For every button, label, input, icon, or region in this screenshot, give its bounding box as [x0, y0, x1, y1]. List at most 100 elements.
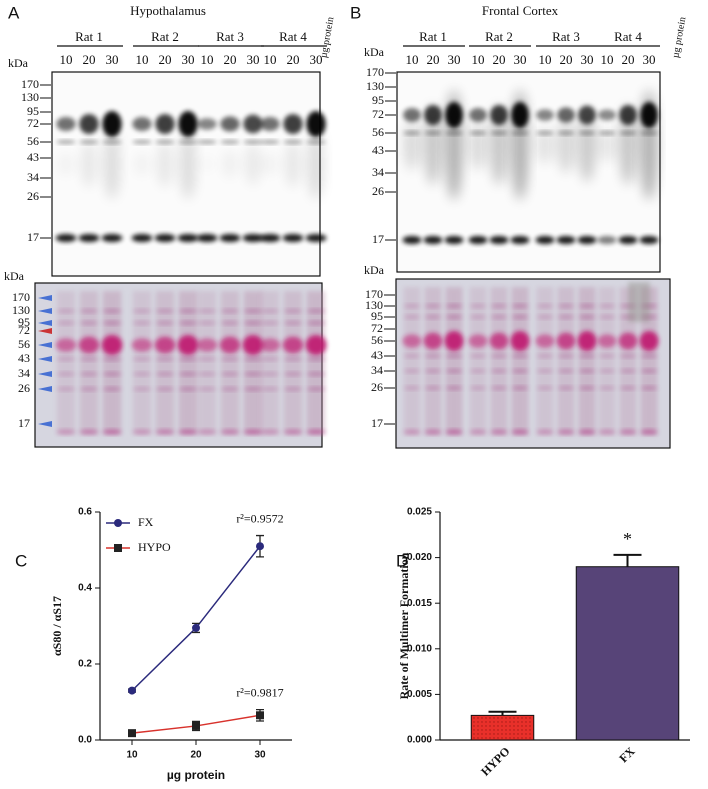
- stain-band: [511, 369, 529, 373]
- stain-band: [469, 354, 487, 358]
- band: [79, 114, 99, 134]
- group-label: Rat 2: [485, 29, 513, 44]
- band: [132, 140, 152, 144]
- stain-band: [178, 387, 198, 391]
- band: [154, 234, 176, 242]
- marker-label: 56: [372, 125, 384, 139]
- stain-band: [578, 369, 596, 373]
- band: [306, 140, 326, 144]
- marker-label: 72: [372, 107, 384, 121]
- band: [197, 118, 217, 130]
- stain-band: [490, 386, 508, 390]
- lane-label: 30: [182, 52, 195, 67]
- marker-label: 95: [371, 309, 383, 323]
- band: [598, 109, 616, 121]
- band: [102, 111, 122, 137]
- panel-label: D: [396, 551, 408, 570]
- y-tick-label: 0.015: [407, 598, 432, 609]
- stain-band: [220, 429, 240, 435]
- stain-band: [306, 309, 326, 313]
- stain-band: [155, 372, 175, 376]
- x-tick-label: 30: [254, 750, 266, 761]
- lane-stain: [132, 291, 152, 435]
- stain-band: [469, 369, 487, 373]
- stain-band: [132, 429, 152, 435]
- band: [489, 236, 509, 244]
- fit-annotation: r²=0.9817: [236, 685, 283, 699]
- kda-label: kDa: [4, 269, 25, 283]
- stain-band: [424, 304, 442, 308]
- stain-band: [243, 429, 263, 435]
- marker-label: 17: [372, 232, 384, 246]
- marker-label: 43: [372, 143, 384, 157]
- band: [490, 131, 508, 135]
- stain-band: [155, 321, 175, 325]
- x-tick-label: 10: [126, 750, 138, 761]
- stain-band: [78, 336, 100, 354]
- stain-band: [445, 386, 463, 390]
- lane-label: 10: [601, 52, 614, 67]
- legend-marker: [114, 544, 122, 552]
- stain-band: [598, 429, 616, 435]
- stain-band: [220, 387, 240, 391]
- stain-band: [283, 372, 303, 376]
- lane-stain: [469, 287, 487, 436]
- error-bar: [488, 710, 517, 716]
- stain-band: [619, 369, 637, 373]
- smear: [244, 143, 262, 185]
- stain-band: [79, 429, 99, 435]
- stain-band: [490, 429, 508, 435]
- marker-label: 56: [27, 134, 39, 148]
- stain-band: [305, 335, 327, 355]
- lane-stain: [640, 287, 658, 436]
- stain-band: [306, 387, 326, 391]
- lane-unit: µg protein: [670, 16, 688, 59]
- band: [619, 105, 637, 125]
- kda-label: kDa: [8, 56, 29, 70]
- lane-stain: [220, 291, 240, 435]
- legend-label: FX: [138, 515, 154, 529]
- marker-label: 17: [27, 230, 39, 244]
- smear: [578, 108, 596, 182]
- bar: [470, 714, 535, 741]
- marker-label: 170: [12, 290, 30, 304]
- ladder-band: [38, 328, 52, 334]
- smear: [57, 152, 75, 176]
- marker-label: 72: [27, 116, 39, 130]
- band: [424, 131, 442, 135]
- band: [556, 236, 576, 244]
- stain-band: [619, 386, 637, 390]
- lane-stain: [403, 287, 421, 436]
- marker-label: 130: [12, 303, 30, 317]
- band: [78, 234, 100, 242]
- stain-band: [598, 386, 616, 390]
- data-point: [256, 542, 264, 551]
- stain-band: [197, 387, 217, 391]
- lane-label: 10: [136, 52, 149, 67]
- band: [445, 131, 463, 135]
- legend-marker: [114, 519, 122, 527]
- lane-label: 30: [643, 52, 656, 67]
- marker-label: 43: [27, 150, 39, 164]
- ladder-band: [38, 308, 52, 314]
- stain-band: [557, 369, 575, 373]
- band: [177, 234, 199, 242]
- band: [219, 234, 241, 242]
- marker-label: 43: [371, 348, 383, 362]
- stain-band: [618, 332, 638, 350]
- significance-mark: *: [623, 529, 632, 549]
- stain-band: [101, 335, 123, 355]
- lane-label: 20: [287, 52, 300, 67]
- stain-band: [132, 321, 152, 325]
- lane-stain: [598, 287, 616, 436]
- stain-band: [283, 387, 303, 391]
- lane-stain: [283, 291, 303, 435]
- stain-band: [536, 369, 554, 373]
- lane-label: 10: [406, 52, 419, 67]
- stain-band: [424, 354, 442, 358]
- stain-band: [490, 369, 508, 373]
- stain-band: [578, 304, 596, 308]
- error-bar: [613, 553, 642, 567]
- smear: [261, 152, 279, 176]
- band: [577, 236, 597, 244]
